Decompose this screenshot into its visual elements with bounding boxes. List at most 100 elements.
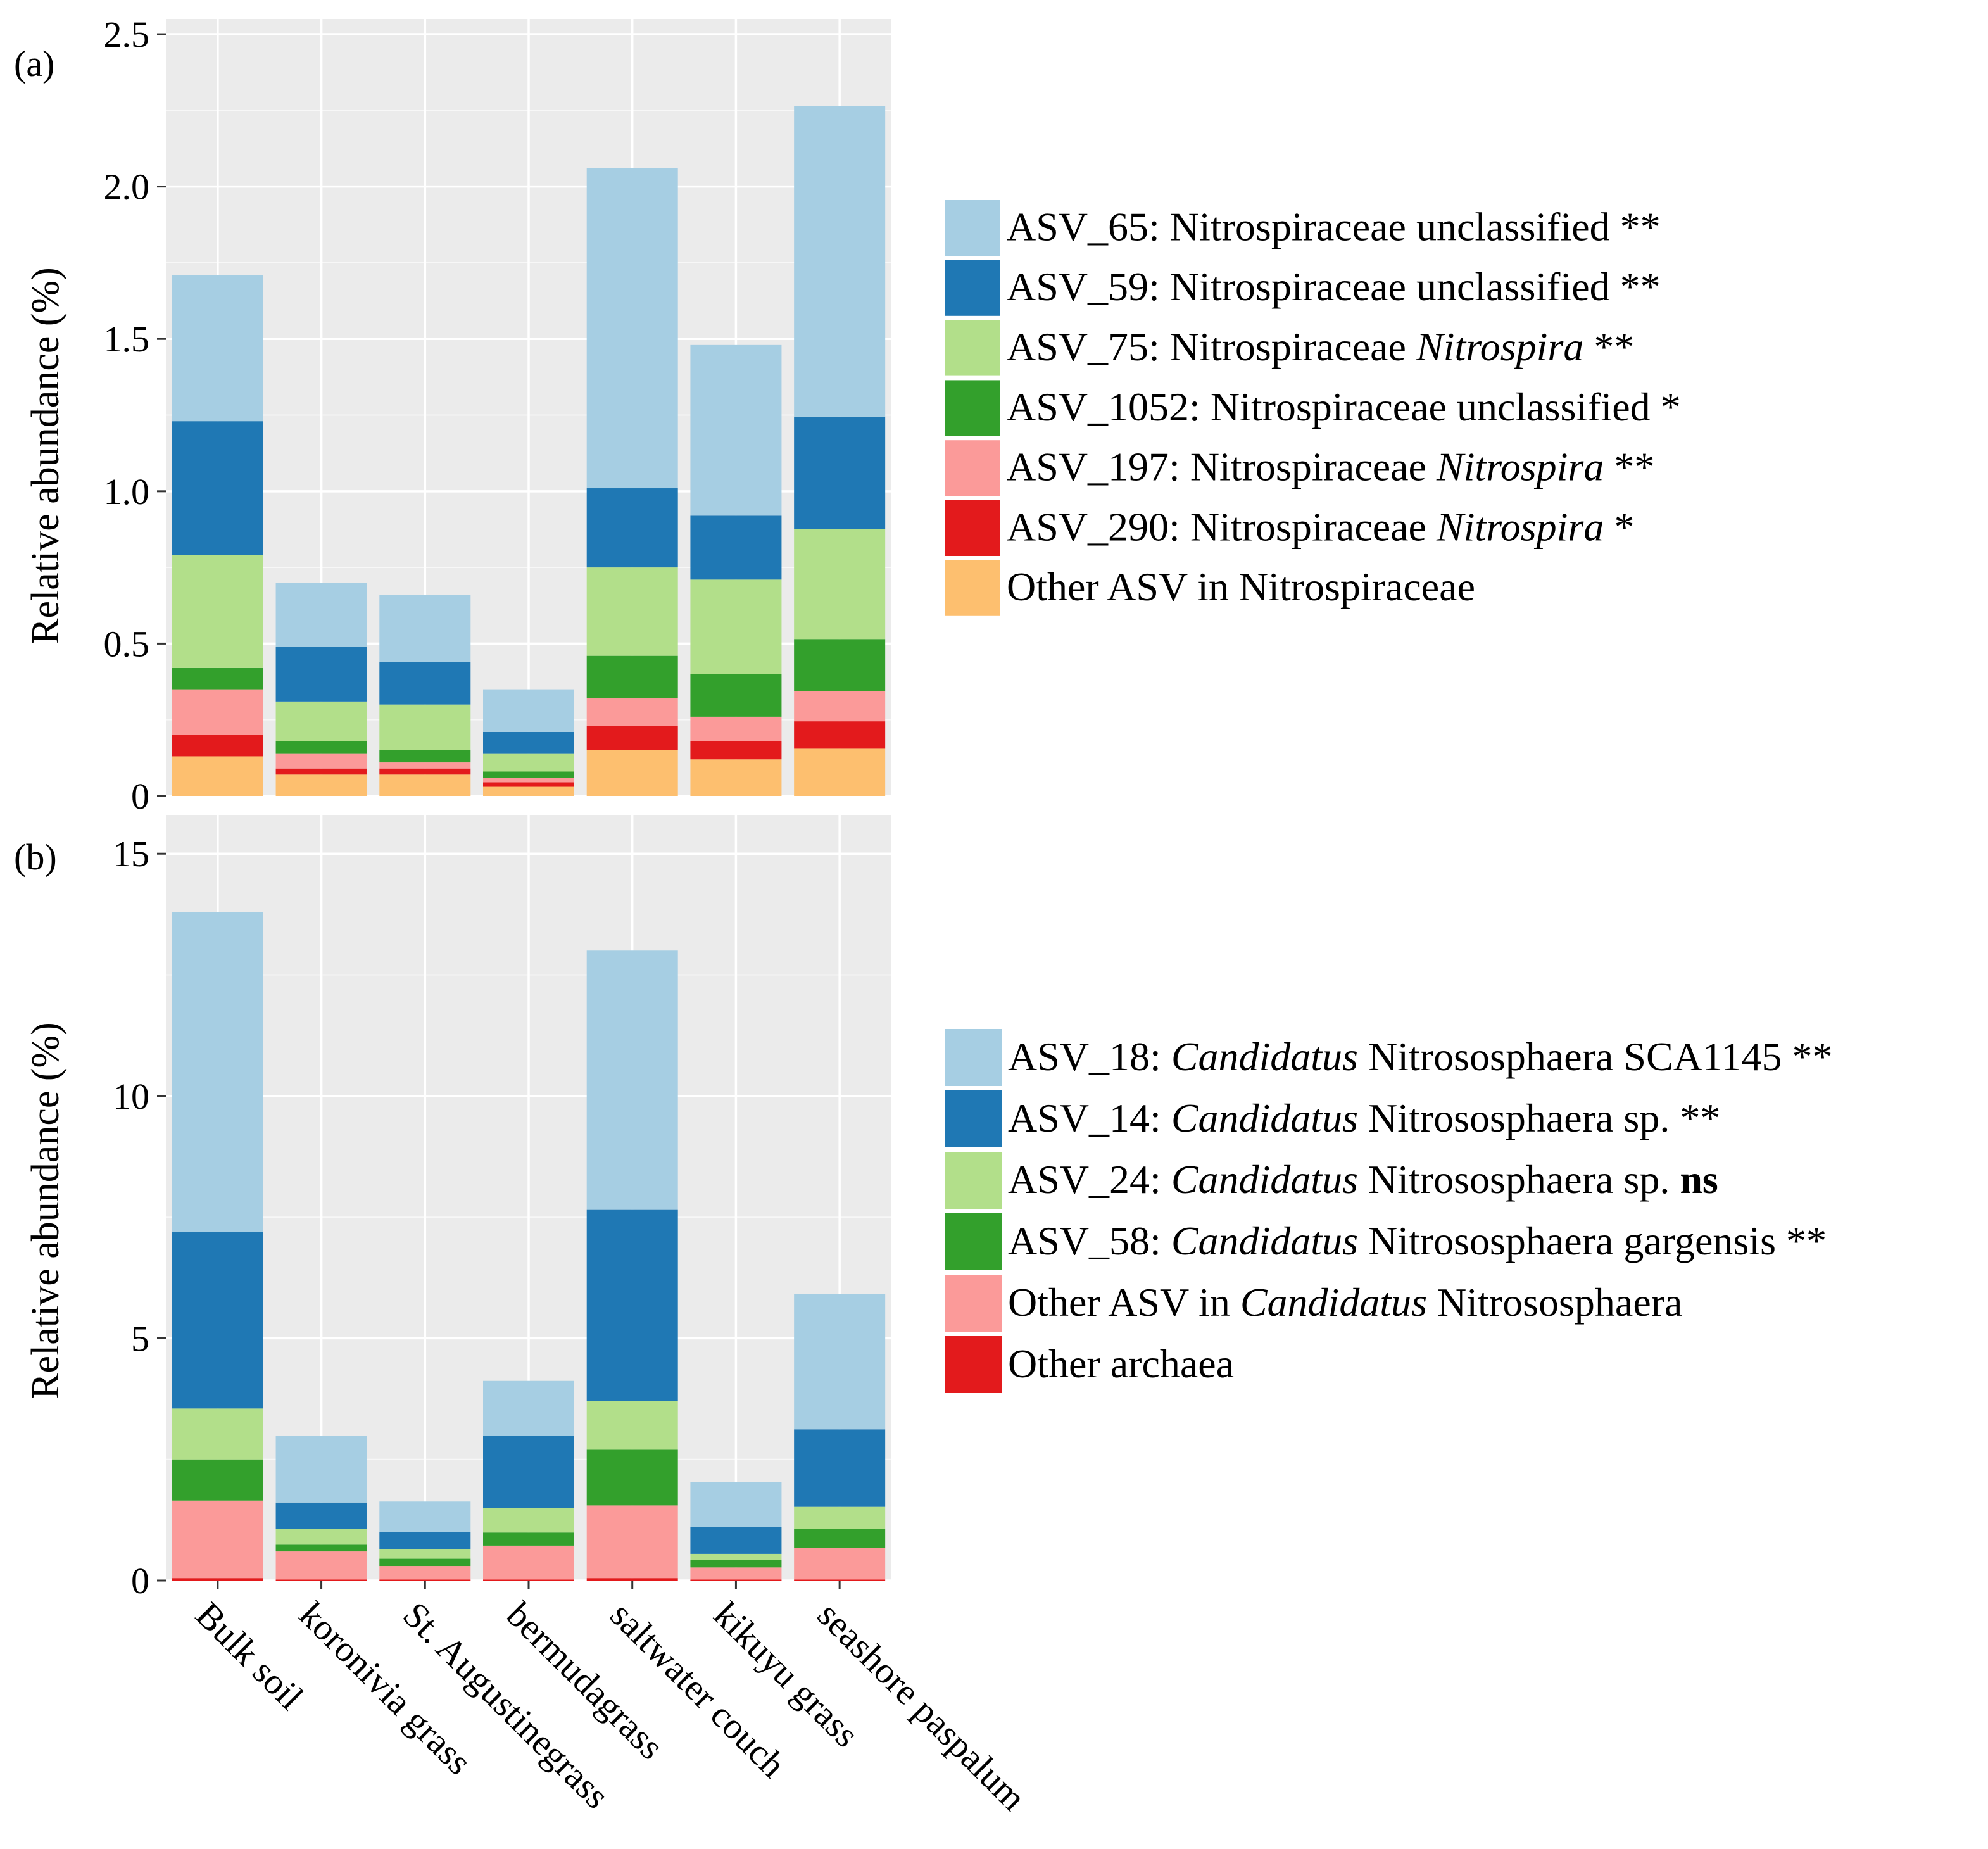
bar-segment-st-augustinegrass-asv-1052-nitrospiraceae-unclassified bbox=[379, 750, 471, 763]
bar-segment-saltwater-couch-asv-65-nitrospiraceae-unclassified bbox=[586, 168, 678, 489]
bar-segment-bermudagrass-asv-58-candidatus-nitrososphaera-gargensis bbox=[483, 1532, 574, 1546]
bar-segment-seashore-paspalum-asv-14-candidatus-nitrososphaera-sp bbox=[794, 1429, 886, 1507]
bar-segment-koronivia-grass-asv-65-nitrospiraceae-unclassified bbox=[275, 583, 367, 647]
bar-segment-st-augustinegrass-asv-75-nitrospiraceae-nitrospira bbox=[379, 704, 471, 750]
bar-segment-saltwater-couch-other-asv-in-candidatus-nitrososphaera bbox=[586, 1505, 678, 1579]
bar-segment-koronivia-grass-asv-197-nitrospiraceae-nitrospira bbox=[275, 753, 367, 769]
bar-segment-bulk-soil-asv-75-nitrospiraceae-nitrospira bbox=[172, 555, 263, 668]
bar-segment-st-augustinegrass-asv-59-nitrospiraceae-unclassified bbox=[379, 662, 471, 705]
legend-swatch bbox=[945, 1090, 1002, 1147]
bar-segment-kikuyu-grass-other-asv-in-candidatus-nitrososphaera bbox=[690, 1567, 782, 1580]
bar-segment-seashore-paspalum-asv-18-candidatus-nitrososphaera-sca1145 bbox=[794, 1294, 886, 1430]
bar-segment-bermudagrass-asv-75-nitrospiraceae-nitrospira bbox=[483, 753, 574, 772]
bar-segment-kikuyu-grass-asv-75-nitrospiraceae-nitrospira bbox=[690, 579, 782, 674]
bar-segment-bermudagrass-asv-65-nitrospiraceae-unclassified bbox=[483, 689, 574, 732]
bar-segment-seashore-paspalum-other-archaea bbox=[794, 1579, 886, 1581]
bar-segment-koronivia-grass-asv-18-candidatus-nitrososphaera-sca1145 bbox=[275, 1436, 367, 1503]
bar-segment-seashore-paspalum-other-asv-in-candidatus-nitrososphaera bbox=[794, 1548, 886, 1580]
legend-swatch bbox=[945, 1152, 1002, 1209]
bar-segment-seashore-paspalum-asv-24-candidatus-nitrososphaera-sp-ns bbox=[794, 1506, 886, 1529]
y-axis-label: Relative abundance (%) bbox=[24, 1022, 67, 1399]
bar-segment-seashore-paspalum-asv-75-nitrospiraceae-nitrospira bbox=[794, 529, 886, 640]
legend-item: Other ASV in Candidatus Nitrososphaera bbox=[945, 1275, 1682, 1332]
y-tick-label: 0.5 bbox=[104, 623, 150, 664]
bar-segment-kikuyu-grass-asv-18-candidatus-nitrososphaera-sca1145 bbox=[690, 1482, 782, 1527]
bar-segment-bermudagrass-asv-290-nitrospiraceae-nitrospira bbox=[483, 782, 574, 787]
legend-label: Other ASV in Candidatus Nitrososphaera bbox=[1008, 1280, 1682, 1325]
bar-segment-seashore-paspalum-asv-59-nitrospiraceae-unclassified bbox=[794, 416, 886, 529]
legend-label: Other ASV in Nitrospiraceae bbox=[1007, 564, 1475, 609]
bar-segment-koronivia-grass-other-archaea bbox=[275, 1579, 367, 1581]
legend-label: ASV_1052: Nitrospiraceae unclassified * bbox=[1007, 384, 1681, 429]
legend-swatch bbox=[945, 1336, 1002, 1393]
legend-swatch bbox=[945, 500, 1000, 556]
y-tick-label: 5 bbox=[131, 1318, 149, 1359]
legend-swatch bbox=[945, 1275, 1002, 1332]
bar-segment-kikuyu-grass-asv-14-candidatus-nitrososphaera-sp bbox=[690, 1527, 782, 1554]
bar-segment-st-augustinegrass-asv-65-nitrospiraceae-unclassified bbox=[379, 595, 471, 662]
bar-segment-bermudagrass-asv-14-candidatus-nitrososphaera-sp bbox=[483, 1436, 574, 1508]
bar-segment-bulk-soil-other-asv-in-nitrospiraceae bbox=[172, 756, 263, 796]
legend-item: ASV_59: Nitrospiraceae unclassified ** bbox=[945, 260, 1661, 316]
legend-label: ASV_290: Nitrospiraceae Nitrospira * bbox=[1007, 504, 1634, 549]
bar-segment-koronivia-grass-asv-58-candidatus-nitrososphaera-gargensis bbox=[275, 1544, 367, 1552]
panel-label: (b) bbox=[14, 836, 57, 878]
bar-segment-bermudagrass-other-asv-in-nitrospiraceae bbox=[483, 786, 574, 796]
bar-segment-kikuyu-grass-asv-290-nitrospiraceae-nitrospira bbox=[690, 741, 782, 760]
legend-label: ASV_18: Candidatus Nitrososphaera SCA114… bbox=[1008, 1034, 1833, 1079]
y-axis-label: Relative abundance (%) bbox=[24, 267, 67, 645]
bar-segment-seashore-paspalum-asv-58-candidatus-nitrososphaera-gargensis bbox=[794, 1529, 886, 1548]
bar-segment-saltwater-couch-asv-24-candidatus-nitrososphaera-sp-ns bbox=[586, 1401, 678, 1450]
y-tick-label: 15 bbox=[113, 833, 149, 874]
legend-label: ASV_59: Nitrospiraceae unclassified ** bbox=[1007, 264, 1661, 309]
bar-segment-kikuyu-grass-asv-24-candidatus-nitrososphaera-sp-ns bbox=[690, 1553, 782, 1560]
legend-item: ASV_290: Nitrospiraceae Nitrospira * bbox=[945, 500, 1634, 556]
bar-segment-koronivia-grass-other-asv-in-nitrospiraceae bbox=[275, 774, 367, 796]
bar-segment-st-augustinegrass-asv-197-nitrospiraceae-nitrospira bbox=[379, 762, 471, 769]
legend-label: ASV_65: Nitrospiraceae unclassified ** bbox=[1007, 204, 1661, 249]
bar-segment-bulk-soil-asv-1052-nitrospiraceae-unclassified bbox=[172, 667, 263, 690]
bar-segment-kikuyu-grass-asv-58-candidatus-nitrososphaera-gargensis bbox=[690, 1560, 782, 1568]
bar-segment-bulk-soil-asv-59-nitrospiraceae-unclassified bbox=[172, 421, 263, 555]
bar-segment-bulk-soil-asv-14-candidatus-nitrososphaera-sp bbox=[172, 1232, 263, 1409]
bar-segment-koronivia-grass-asv-24-candidatus-nitrososphaera-sp-ns bbox=[275, 1529, 367, 1545]
bar-segment-st-augustinegrass-asv-18-candidatus-nitrososphaera-sca1145 bbox=[379, 1501, 471, 1532]
bar-segment-bermudagrass-asv-1052-nitrospiraceae-unclassified bbox=[483, 771, 574, 778]
bar-segment-koronivia-grass-asv-75-nitrospiraceae-nitrospira bbox=[275, 701, 367, 741]
legend-item: ASV_1052: Nitrospiraceae unclassified * bbox=[945, 380, 1681, 436]
y-tick-label: 2.0 bbox=[104, 167, 150, 208]
bar-segment-bermudagrass-asv-18-candidatus-nitrososphaera-sca1145 bbox=[483, 1380, 574, 1436]
bar-segment-kikuyu-grass-other-asv-in-nitrospiraceae bbox=[690, 759, 782, 796]
bar-segment-st-augustinegrass-asv-24-candidatus-nitrososphaera-sp-ns bbox=[379, 1549, 471, 1559]
legend-swatch bbox=[945, 200, 1000, 256]
x-tick-label-saltwater-couch: saltwater couch bbox=[603, 1594, 794, 1785]
bar-segment-kikuyu-grass-asv-65-nitrospiraceae-unclassified bbox=[690, 344, 782, 516]
bar-segment-koronivia-grass-asv-59-nitrospiraceae-unclassified bbox=[275, 647, 367, 702]
y-tick-label: 0 bbox=[131, 1560, 149, 1601]
bar-segment-bulk-soil-other-asv-in-candidatus-nitrososphaera bbox=[172, 1500, 263, 1579]
legend-label: ASV_24: Candidatus Nitrososphaera sp. ns bbox=[1008, 1157, 1718, 1202]
legend-item: ASV_197: Nitrospiraceae Nitrospira ** bbox=[945, 440, 1654, 496]
panel-label: (a) bbox=[14, 43, 54, 84]
bar-segment-st-augustinegrass-asv-14-candidatus-nitrososphaera-sp bbox=[379, 1532, 471, 1549]
panel-a-chart: 0 0.5 1.0 1.5 2.0 2.5 (a) Relative abundance (%… bbox=[14, 14, 1681, 817]
bar-segment-st-augustinegrass-other-asv-in-nitrospiraceae bbox=[379, 774, 471, 796]
legend-item: ASV_18: Candidatus Nitrososphaera SCA114… bbox=[945, 1029, 1833, 1086]
x-tick-label-bulk-soil: Bulk soil bbox=[188, 1594, 311, 1717]
bar-segment-seashore-paspalum-asv-290-nitrospiraceae-nitrospira bbox=[794, 721, 886, 749]
legend-item: ASV_75: Nitrospiraceae Nitrospira ** bbox=[945, 320, 1634, 376]
bar-segment-kikuyu-grass-asv-59-nitrospiraceae-unclassified bbox=[690, 515, 782, 580]
bar-segment-saltwater-couch-other-archaea bbox=[586, 1578, 678, 1581]
bar-segment-saltwater-couch-asv-75-nitrospiraceae-nitrospira bbox=[586, 567, 678, 656]
bar-segment-saltwater-couch-asv-58-candidatus-nitrososphaera-gargensis bbox=[586, 1449, 678, 1506]
bar-segment-saltwater-couch-asv-1052-nitrospiraceae-unclassified bbox=[586, 655, 678, 699]
legend-label: ASV_58: Candidatus Nitrososphaera gargen… bbox=[1008, 1218, 1827, 1263]
bar-segment-st-augustinegrass-other-archaea bbox=[379, 1579, 471, 1581]
legend-swatch bbox=[945, 1213, 1002, 1270]
bar-segment-bermudagrass-asv-197-nitrospiraceae-nitrospira bbox=[483, 778, 574, 783]
legend-swatch bbox=[945, 440, 1000, 496]
panel-b-chart: 0 5 10 15 (b) Relative abundance (%) ASV_18: C… bbox=[14, 815, 1833, 1601]
bar-segment-bulk-soil-asv-290-nitrospiraceae-nitrospira bbox=[172, 735, 263, 757]
legend-label: ASV_197: Nitrospiraceae Nitrospira ** bbox=[1007, 445, 1654, 489]
